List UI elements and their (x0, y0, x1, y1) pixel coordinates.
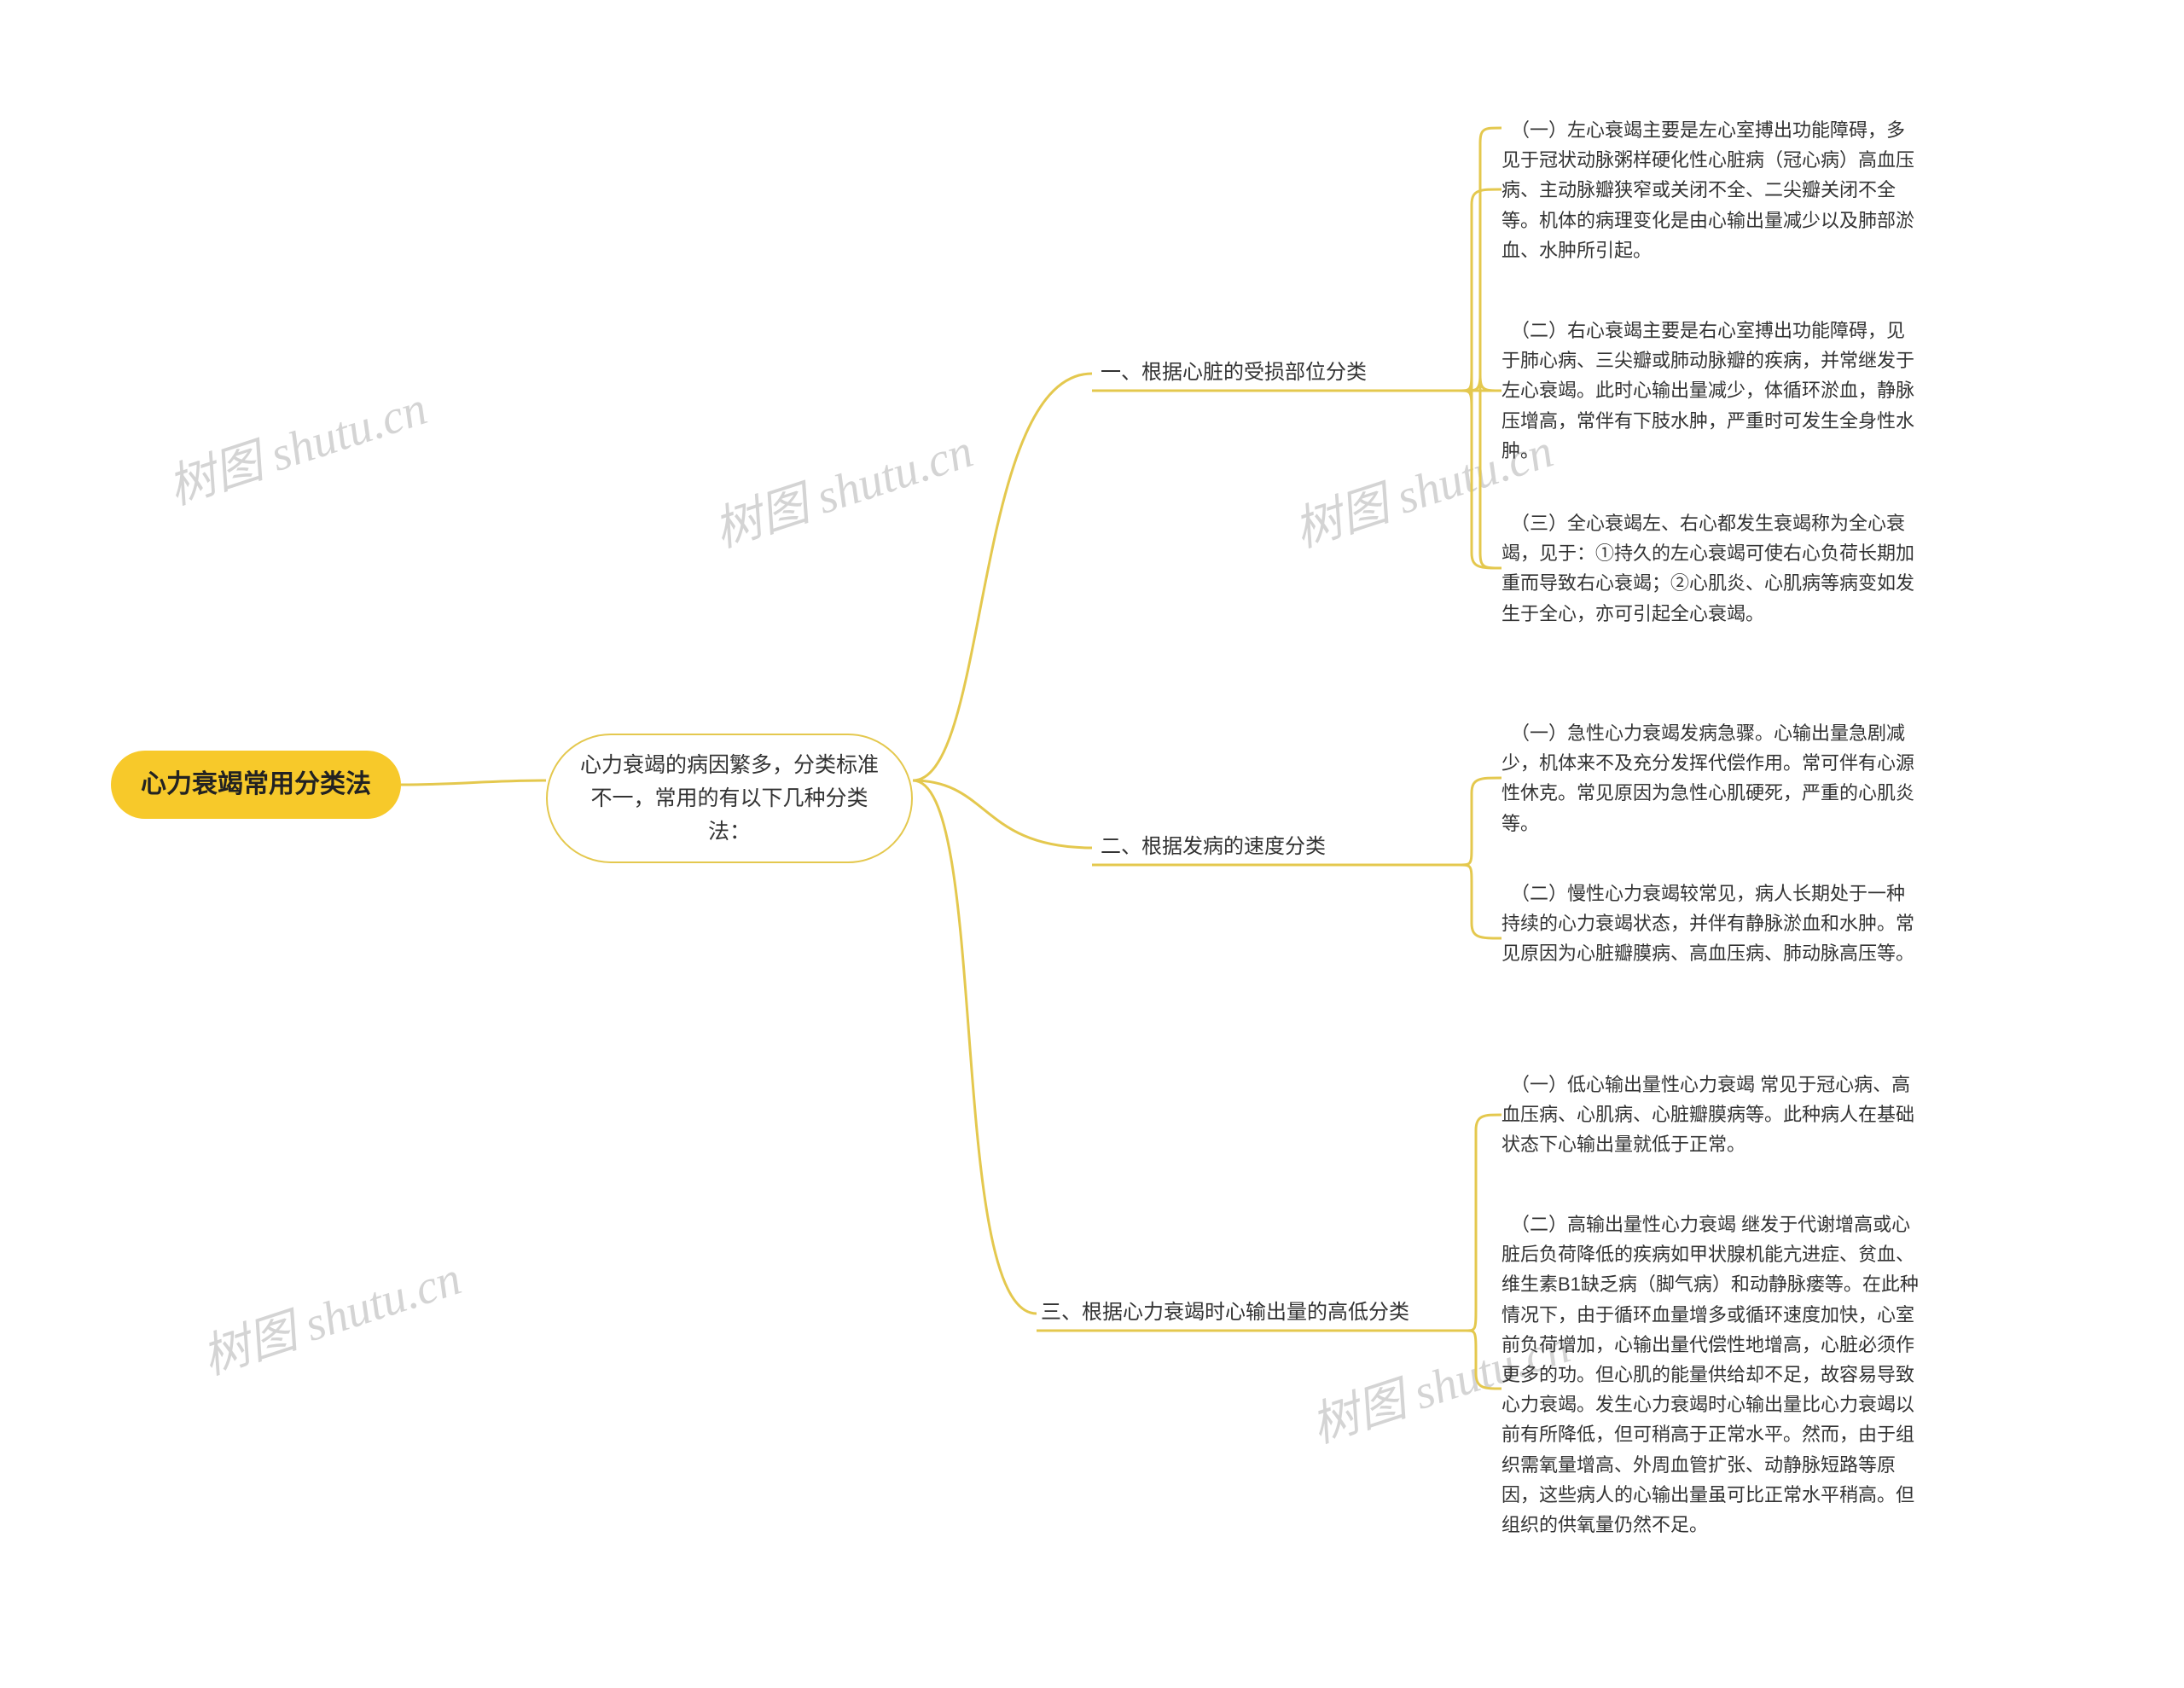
branch-node-speed[interactable]: 二、根据发病的速度分类 (1101, 831, 1326, 862)
leaf-node[interactable]: （三）全心衰竭左、右心都发生衰竭称为全心衰竭，见于：①持久的左心衰竭可使右心负荷… (1502, 508, 1920, 629)
leaf-node[interactable]: （二）右心衰竭主要是右心室搏出功能障碍，见于肺心病、三尖瓣或肺动脉瓣的疾病，并常… (1502, 316, 1920, 466)
leaf-node[interactable]: （一）低心输出量性心力衰竭 常见于冠心病、高血压病、心肌病、心脏瓣膜病等。此种病… (1502, 1070, 1920, 1160)
watermark: 树图 shutu.cn (158, 369, 434, 518)
leaf-node[interactable]: （二）高输出量性心力衰竭 继发于代谢增高或心脏后负荷降低的疾病如甲状腺机能亢进症… (1502, 1209, 1920, 1540)
leaf-node[interactable]: （一）急性心力衰竭发病急骤。心输出量急剧减少，机体来不及充分发挥代偿作用。常可伴… (1502, 718, 1920, 838)
watermark: 树图 shutu.cn (704, 412, 980, 560)
intro-node[interactable]: 心力衰竭的病因繁多，分类标准不一，常用的有以下几种分类法： (546, 734, 913, 863)
watermark: 树图 shutu.cn (192, 1239, 468, 1388)
branch-node-output[interactable]: 三、根据心力衰竭时心输出量的高低分类 (1041, 1296, 1409, 1328)
leaf-node[interactable]: （二）慢性心力衰竭较常见，病人长期处于一种持续的心力衰竭状态，并伴有静脉淤血和水… (1502, 879, 1920, 969)
leaf-node[interactable]: （一）左心衰竭主要是左心室搏出功能障碍，多见于冠状动脉粥样硬化性心脏病（冠心病）… (1502, 115, 1920, 265)
root-node[interactable]: 心力衰竭常用分类法 (111, 751, 401, 819)
branch-node-location[interactable]: 一、根据心脏的受损部位分类 (1101, 357, 1367, 388)
